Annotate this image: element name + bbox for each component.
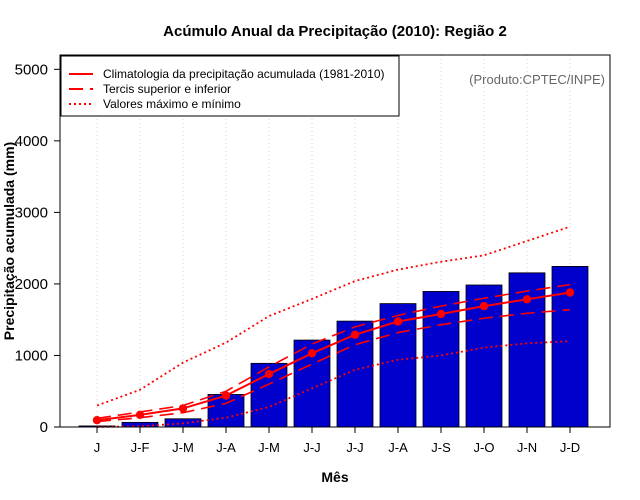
- series-line-dashed: [96, 283, 571, 420]
- x-tick-label: J-O: [474, 440, 495, 455]
- y-tick-label: 2000: [15, 276, 48, 293]
- legend-label: Valores máximo e mínimo: [103, 97, 241, 111]
- climatology-point: [436, 309, 446, 319]
- bars: [78, 265, 589, 428]
- y-tick-label: 5000: [15, 61, 48, 78]
- y-tick-label: 4000: [15, 133, 48, 150]
- x-tick-label: J-N: [517, 440, 537, 455]
- x-tick-label: J-D: [560, 440, 580, 455]
- climatology-point: [393, 317, 403, 326]
- series-line-dashed: [96, 308, 571, 423]
- x-tick-label: J-S: [431, 440, 451, 455]
- chart-title: Acúmulo Anual da Precipitação (2010): Re…: [163, 23, 507, 40]
- plot-frame: [59, 54, 611, 428]
- series-line-dotted: [96, 340, 571, 428]
- series-lines: [92, 225, 575, 428]
- climatology-point: [307, 349, 317, 358]
- legend-box: [60, 55, 400, 117]
- legend: Climatologia da precipitação acumulada (…: [60, 55, 400, 117]
- x-tick-label: J-M: [258, 440, 280, 455]
- y-axis: 0 1000 2000 3000 4000 5000: [15, 61, 60, 436]
- series-line-solid: [96, 291, 571, 422]
- y-tick-label: 0: [40, 419, 48, 436]
- credit-text: (Produto:CPTEC/INPE): [469, 72, 605, 87]
- x-tick-label: J-F: [131, 440, 150, 455]
- y-tick-label: 1000: [15, 347, 48, 364]
- climatology-point: [221, 391, 231, 400]
- x-axis-title: Mês: [321, 469, 348, 485]
- x-tick-label: J-A: [216, 440, 236, 455]
- climatology-point: [350, 330, 360, 339]
- bar: [422, 291, 460, 428]
- x-tick-label: J-J: [303, 440, 320, 455]
- x-axis: J J-F J-M J-A J-M J-J J-J J-A J-S J-O J-N J-D: [94, 427, 580, 455]
- y-axis-title: Precipitação acumulada (mm): [1, 142, 17, 340]
- x-tick-label: J-A: [388, 440, 408, 455]
- series-line-dotted: [96, 225, 571, 407]
- y-tick-label: 3000: [15, 204, 48, 221]
- legend-label: Climatologia da precipitação acumulada (…: [103, 67, 385, 81]
- climatology-point: [479, 301, 489, 311]
- x-tick-label: J-M: [172, 440, 194, 455]
- climatology-point: [522, 295, 532, 304]
- climatology-point: [565, 288, 575, 297]
- legend-label: Tercis superior e inferior: [103, 82, 231, 96]
- climatology-point: [264, 369, 274, 379]
- x-tick-label: J: [94, 440, 101, 455]
- x-tick-label: J-J: [346, 440, 363, 455]
